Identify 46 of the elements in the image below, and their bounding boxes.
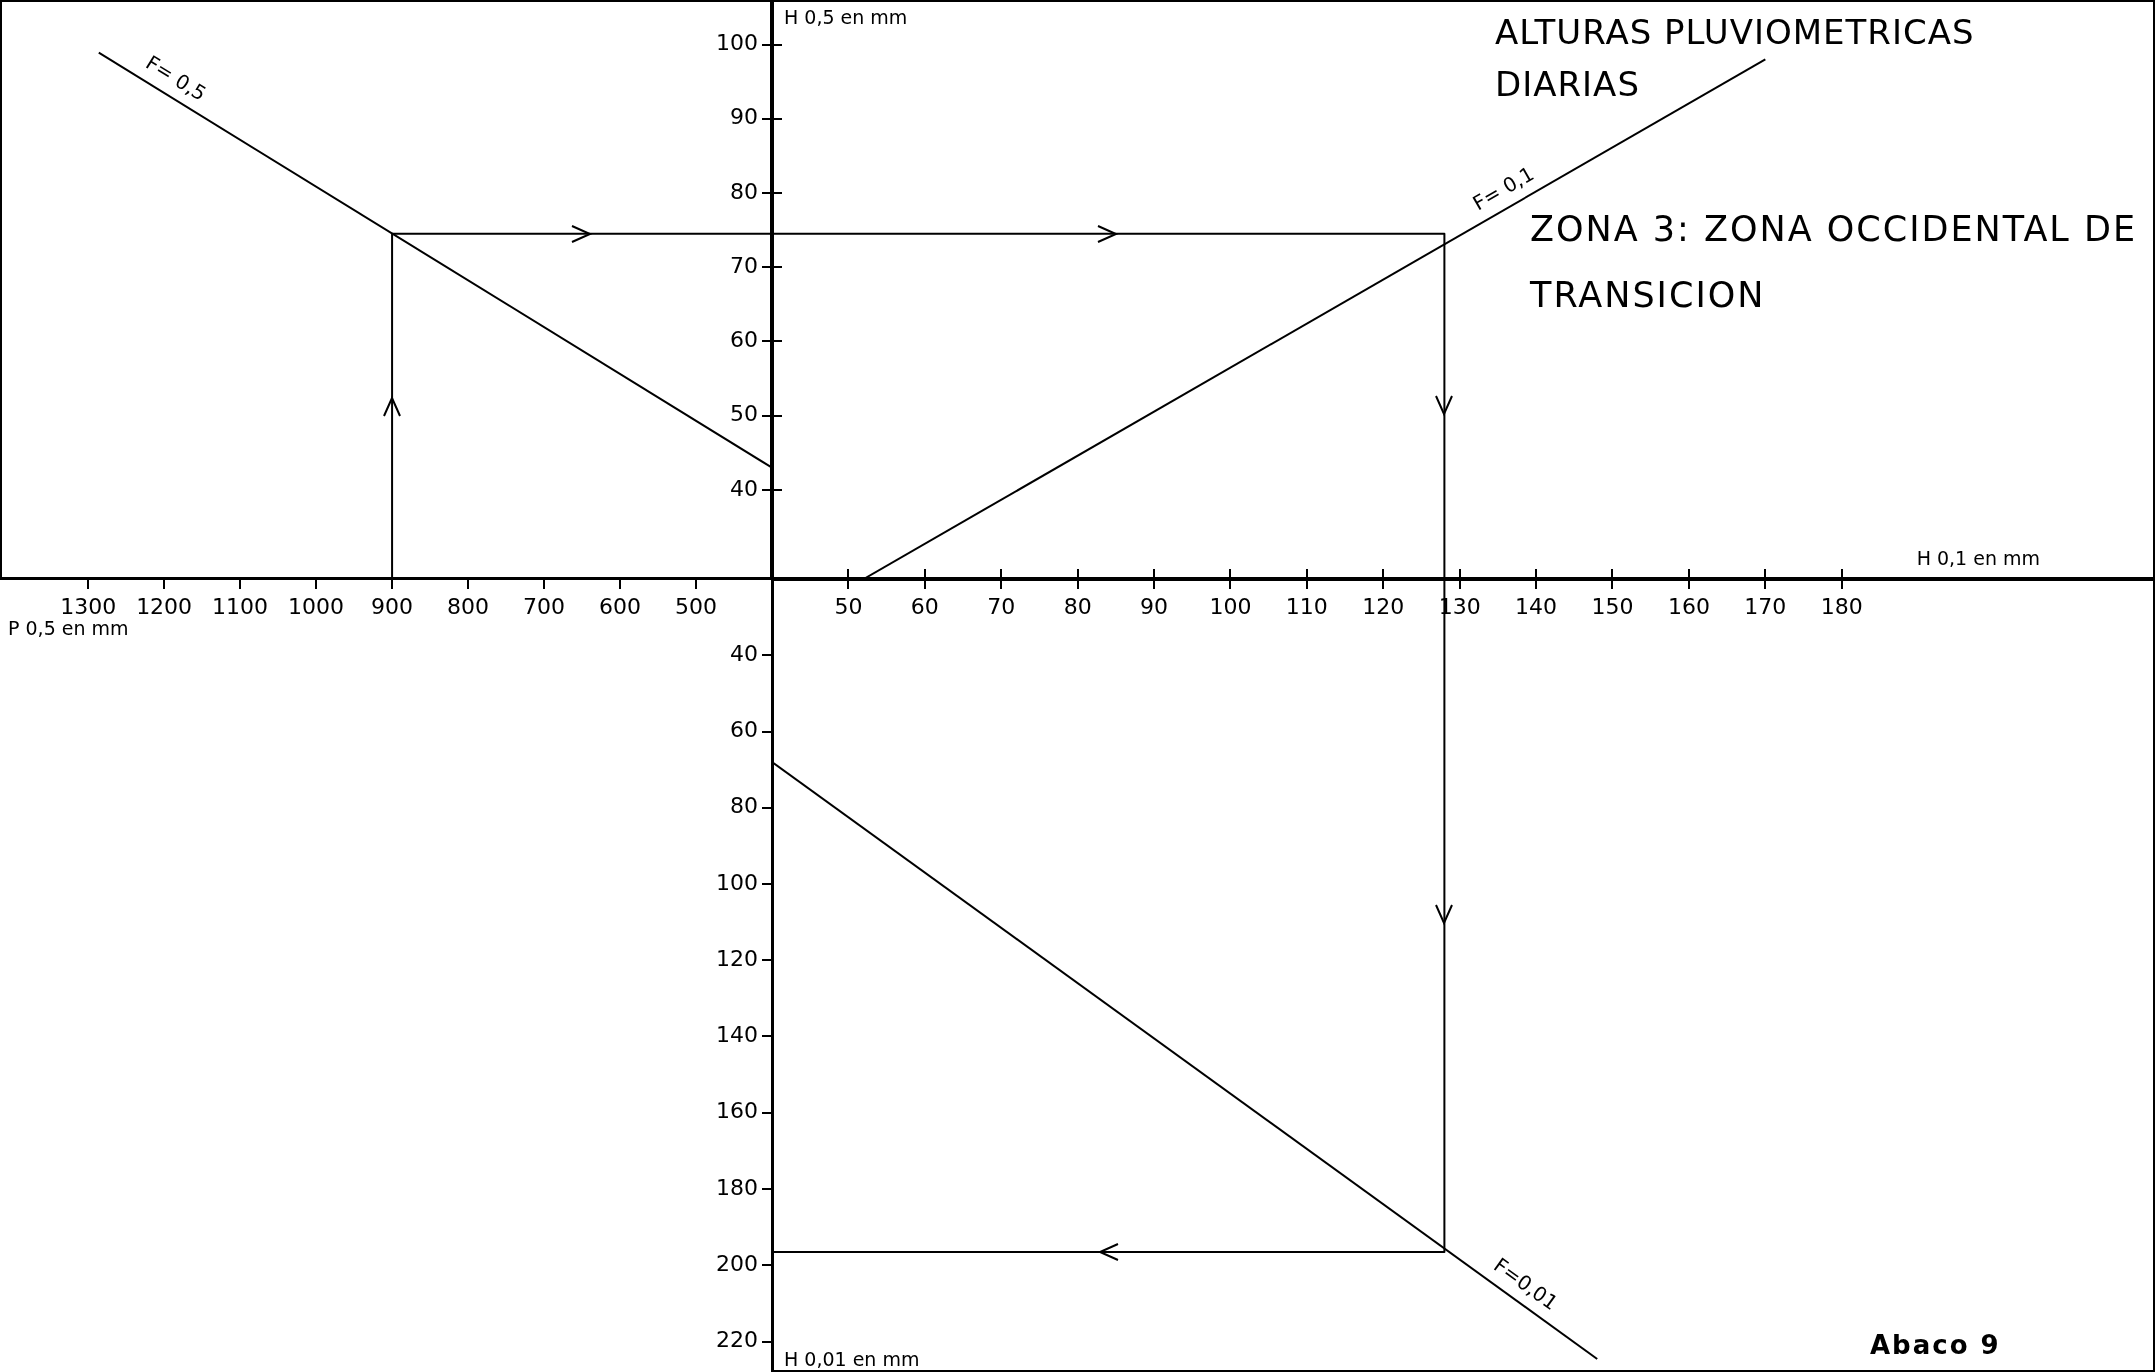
y-tick-label: 40	[730, 475, 758, 501]
x-tick-label: 1100	[212, 593, 269, 619]
x-tick-label: 90	[1140, 593, 1169, 619]
y-tick-label: 140	[716, 1022, 758, 1048]
text: ALTURAS PLUVIOMETRICAS DIARIAS	[1495, 11, 1976, 106]
x-axis-title: P 0,5 en mm	[8, 617, 129, 639]
x-tick-label: 70	[987, 593, 1016, 619]
y-tick-label: 40	[730, 640, 758, 666]
y-tick-label: 100	[716, 30, 758, 56]
y-tick-label: 60	[730, 327, 758, 353]
x-tick-label: 110	[1285, 593, 1328, 619]
y-tick-label: 200	[716, 1250, 758, 1276]
x-tick-label: 160	[1667, 593, 1710, 619]
x-tick-label: 120	[1362, 593, 1405, 619]
y-tick-label: 80	[730, 793, 758, 819]
x-tick-label: 50	[834, 593, 863, 619]
y-tick-label: 220	[716, 1327, 758, 1353]
x-tick-label: 1200	[136, 593, 193, 619]
x-tick-label: 100	[1209, 593, 1252, 619]
y-tick-label: 50	[730, 401, 758, 427]
x-axis-title: H 0,1 en mm	[1916, 547, 2040, 569]
y-tick-label: 80	[730, 178, 758, 204]
annotation: Abaco 9	[1870, 1330, 2001, 1360]
x-tick-label: 140	[1515, 593, 1558, 619]
y-tick-label: 160	[716, 1098, 758, 1124]
x-tick-label: 1300	[60, 593, 117, 619]
y-tick-label: 60	[730, 717, 758, 743]
y-tick-label: 100	[716, 869, 758, 895]
x-tick-label: 1000	[288, 593, 345, 619]
y-axis-title: H 0,5 en mm	[784, 6, 908, 28]
y-axis-title: H 0,01 en mm	[784, 1348, 920, 1370]
x-tick-label: 700	[523, 593, 566, 619]
x-tick-label: 80	[1063, 593, 1092, 619]
x-tick-label: 170	[1744, 593, 1787, 619]
text: F= 0,5	[141, 50, 211, 106]
x-tick-label: 900	[371, 593, 414, 619]
x-tick-label: 60	[910, 593, 939, 619]
y-tick-label: 120	[716, 945, 758, 971]
x-tick-label: 800	[447, 593, 490, 619]
x-tick-label: 150	[1591, 593, 1634, 619]
x-tick-label: 180	[1820, 593, 1863, 619]
x-tick-label: 500	[675, 593, 718, 619]
y-tick-label: 70	[730, 252, 758, 278]
x-tick-label: 600	[599, 593, 642, 619]
y-tick-label: 90	[730, 104, 758, 130]
y-tick-label: 180	[716, 1174, 758, 1200]
